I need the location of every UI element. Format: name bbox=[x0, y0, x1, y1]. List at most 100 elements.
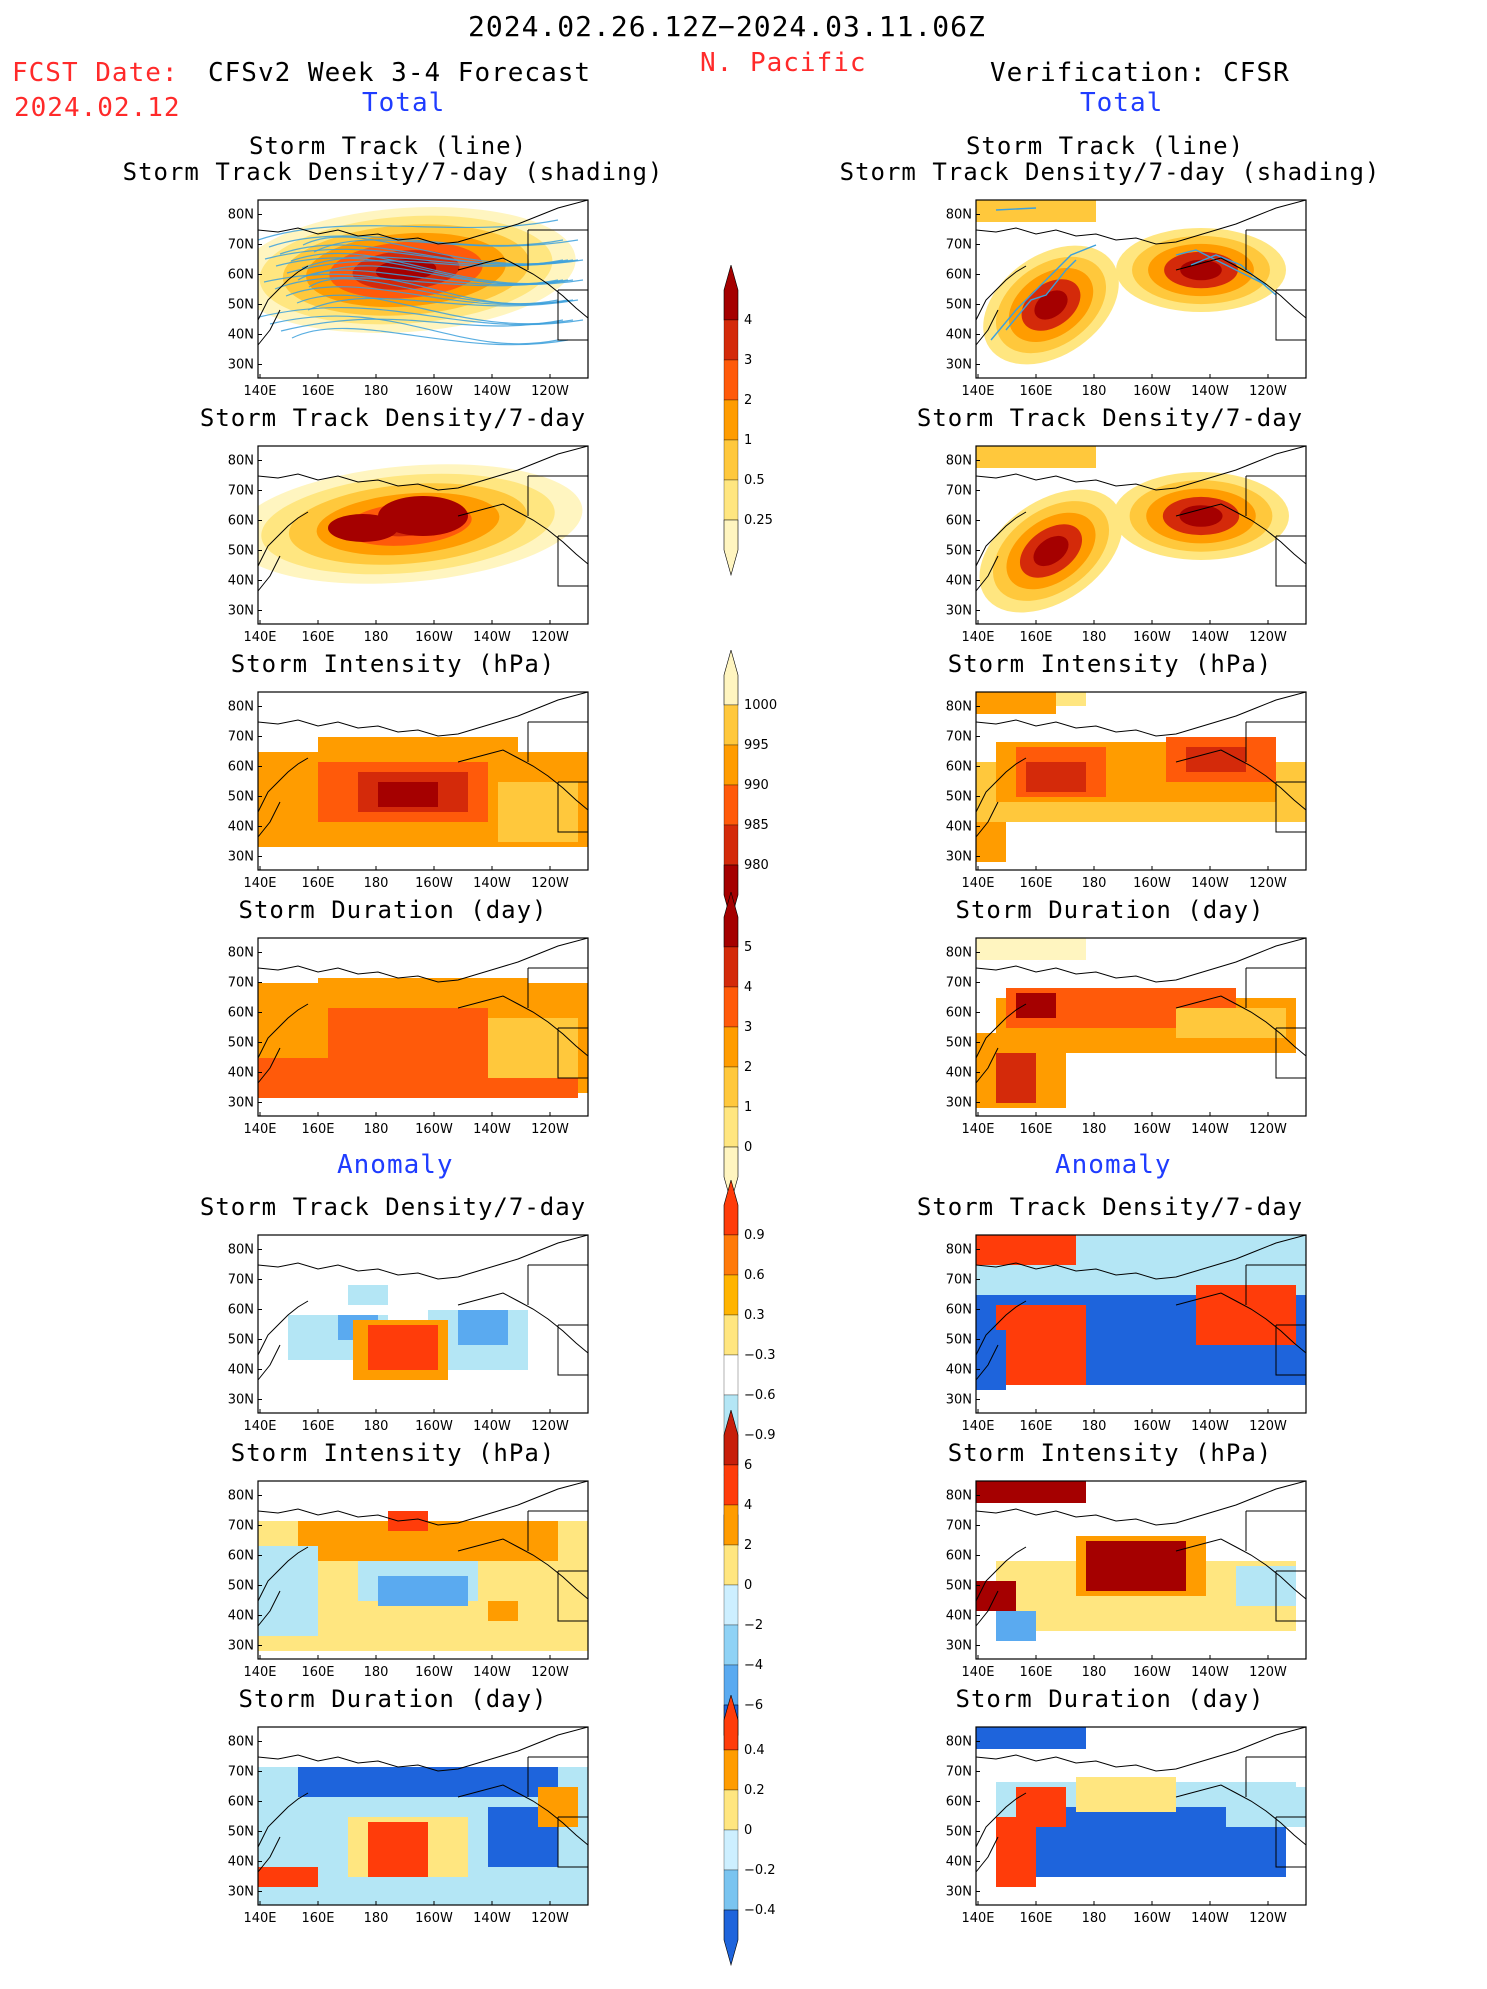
lat-tick-label: 60N bbox=[228, 514, 254, 529]
title-l1a: Storm Track (line) bbox=[248, 132, 528, 160]
title-l5: Storm Track Density/7-day bbox=[199, 1193, 587, 1221]
colorbar-label: 985 bbox=[744, 818, 769, 833]
colorbar-swatch bbox=[723, 479, 739, 521]
lon-tick-label: 120W bbox=[1249, 1911, 1287, 1926]
lat-tick-label: 50N bbox=[228, 1825, 254, 1840]
colorbar-label: −0.3 bbox=[744, 1348, 776, 1363]
title-l6: Storm Intensity (hPa) bbox=[230, 1439, 556, 1467]
colorbar-swatch bbox=[723, 1544, 739, 1586]
lat-tick-label: 40N bbox=[946, 328, 972, 343]
colorbar-label: 0.25 bbox=[744, 513, 773, 528]
lon-tick-label: 140W bbox=[473, 1665, 511, 1680]
lat-tick-label: 40N bbox=[946, 1066, 972, 1081]
lat-tick-label: 60N bbox=[228, 1795, 254, 1810]
colorbar-label: 4 bbox=[744, 1498, 752, 1513]
lon-tick-label: 140E bbox=[961, 876, 994, 891]
colorbar-swatch bbox=[723, 1624, 739, 1666]
lon-tick-label: 160W bbox=[1133, 1122, 1171, 1137]
lat-tick-label: 30N bbox=[228, 1639, 254, 1654]
colorbar-swatch bbox=[723, 1026, 739, 1068]
map-verification-intensity-anomaly: 80N 70N 60N 50N 40N 30N 140E 160E 180 160W 140W 120… bbox=[938, 1479, 1316, 1691]
lon-tick-label: 120W bbox=[531, 876, 569, 891]
lon-tick-label: 140E bbox=[961, 1665, 994, 1680]
lon-tick-label: 160E bbox=[1019, 384, 1052, 399]
lat-tick-label: 70N bbox=[946, 238, 972, 253]
lon-tick-label: 160W bbox=[415, 876, 453, 891]
lat-tick-label: 50N bbox=[946, 544, 972, 559]
lon-tick-label: 140E bbox=[243, 1419, 276, 1434]
colorbar-swatch bbox=[723, 1869, 739, 1911]
map-verification-intensity: 80N 70N 60N 50N 40N 30N 140E 160E 180 160W 140W 120… bbox=[938, 690, 1316, 902]
colorbar-swatch bbox=[723, 1909, 739, 1967]
lon-tick-label: 140E bbox=[243, 1911, 276, 1926]
map-forecast-total-track: 80N 70N 60N 50N 40N 30N 140E 160E 180 160W 140W 120… bbox=[220, 198, 598, 410]
colorbar-swatch bbox=[723, 1146, 739, 1204]
colorbar-label: 2 bbox=[744, 393, 752, 408]
lat-tick-label: 50N bbox=[946, 1333, 972, 1348]
lon-tick-label: 120W bbox=[531, 630, 569, 645]
colorbar-swatch bbox=[723, 1504, 739, 1546]
lon-tick-label: 180 bbox=[1082, 384, 1107, 399]
lon-tick-label: 160E bbox=[301, 1122, 334, 1137]
lat-tick-label: 80N bbox=[946, 700, 972, 715]
lat-tick-label: 60N bbox=[946, 1795, 972, 1810]
lon-tick-label: 140E bbox=[961, 1122, 994, 1137]
region-label: N. Pacific bbox=[700, 48, 867, 78]
lon-tick-label: 140W bbox=[1191, 1122, 1229, 1137]
lat-tick-label: 50N bbox=[228, 1333, 254, 1348]
lat-tick-label: 30N bbox=[946, 1639, 972, 1654]
lat-tick-label: 40N bbox=[228, 574, 254, 589]
lon-tick-label: 160W bbox=[1133, 630, 1171, 645]
colorbar-label: 1 bbox=[744, 1100, 752, 1115]
lat-tick-label: 80N bbox=[946, 1735, 972, 1750]
lon-tick-label: 120W bbox=[531, 1419, 569, 1434]
lat-tick-label: 70N bbox=[228, 1273, 254, 1288]
lon-tick-label: 160W bbox=[415, 1122, 453, 1137]
title-l2: Storm Track Density/7-day bbox=[199, 404, 587, 432]
lat-tick-label: 40N bbox=[228, 1363, 254, 1378]
lon-tick-label: 160W bbox=[415, 384, 453, 399]
colorbar-label: −0.4 bbox=[744, 1903, 776, 1918]
lat-tick-label: 80N bbox=[946, 208, 972, 223]
colorbar-label: 0.2 bbox=[744, 1783, 765, 1798]
map-forecast-intensity: 80N 70N 60N 50N 40N 30N 140E 160E 180 160W 140W 120… bbox=[220, 690, 598, 902]
lon-tick-label: 180 bbox=[364, 1665, 389, 1680]
lon-tick-label: 160E bbox=[1019, 876, 1052, 891]
colorbar-svg: 5 4 3 2 1 0 bbox=[723, 890, 752, 1204]
lon-tick-label: 160W bbox=[415, 1665, 453, 1680]
colorbar-label: 4 bbox=[744, 980, 752, 995]
lat-tick-label: 80N bbox=[228, 1489, 254, 1504]
lat-tick-label: 40N bbox=[228, 1855, 254, 1870]
lat-tick-label: 30N bbox=[228, 1885, 254, 1900]
colorbar-label: −0.6 bbox=[744, 1388, 776, 1403]
lat-tick-label: 60N bbox=[946, 1549, 972, 1564]
lat-tick-label: 40N bbox=[946, 1855, 972, 1870]
lat-tick-label: 80N bbox=[946, 1243, 972, 1258]
lat-tick-label: 30N bbox=[946, 604, 972, 619]
colorbar-swatch bbox=[723, 1354, 739, 1396]
lon-tick-label: 140E bbox=[961, 630, 994, 645]
title-r6: Storm Intensity (hPa) bbox=[947, 1439, 1273, 1467]
colorbar-swatch bbox=[723, 704, 739, 746]
lon-tick-label: 160E bbox=[1019, 1911, 1052, 1926]
lat-tick-label: 30N bbox=[228, 358, 254, 373]
colorbar-label: 980 bbox=[744, 858, 769, 873]
lat-tick-label: 50N bbox=[946, 790, 972, 805]
lat-tick-label: 80N bbox=[228, 454, 254, 469]
lat-tick-label: 70N bbox=[228, 238, 254, 253]
lat-tick-label: 70N bbox=[946, 976, 972, 991]
lon-tick-label: 140W bbox=[473, 1911, 511, 1926]
lat-tick-label: 40N bbox=[946, 820, 972, 835]
map-forecast-density: 80N 70N 60N 50N 40N 30N 140E 160E 180 160W 140W 120… bbox=[220, 444, 598, 656]
title-l1b: Storm Track Density/7-day (shading) bbox=[122, 158, 664, 186]
lat-tick-label: 50N bbox=[946, 1579, 972, 1594]
colorbar-label: 0.3 bbox=[744, 1308, 765, 1323]
lon-tick-label: 140E bbox=[243, 630, 276, 645]
colorbar-label: 2 bbox=[744, 1538, 752, 1553]
lat-tick-label: 80N bbox=[228, 208, 254, 223]
lat-tick-label: 70N bbox=[228, 1765, 254, 1780]
right-anomaly-label: Anomaly bbox=[1055, 1150, 1172, 1180]
colorbar-swatch bbox=[723, 986, 739, 1028]
lon-tick-label: 140W bbox=[473, 1419, 511, 1434]
lon-tick-label: 120W bbox=[1249, 1122, 1287, 1137]
